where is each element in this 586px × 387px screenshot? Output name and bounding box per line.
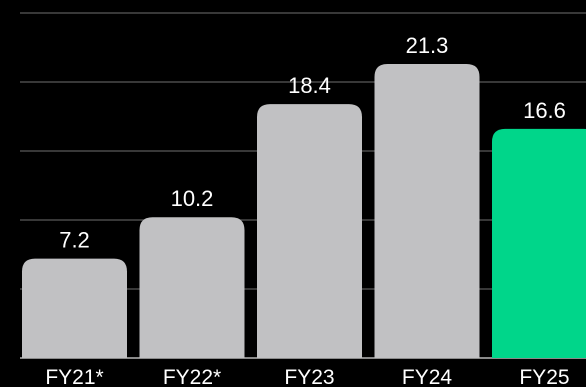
x-tick-label: FY21* [45,366,103,387]
bar-fy23 [257,104,362,358]
x-tick-label: FY23 [284,366,334,387]
bar-fy25 [492,128,586,358]
data-label-layer: 7.2 10.2 18.4 21.3 16.6 [59,33,566,253]
data-label: 21.3 [406,33,449,58]
bar-fy24 [374,64,480,358]
bar-fy22 [139,217,245,358]
x-tick-label: FY24 [402,366,453,387]
bar-fy21 [22,258,127,358]
data-label: 7.2 [59,228,90,253]
x-tick-label: FY25 [519,366,569,387]
x-tick-layer: FY21* FY22* FY23 FY24 FY25 [45,366,569,387]
data-label: 16.6 [523,98,566,123]
bar-layer [22,64,586,358]
x-tick-label: FY22* [163,366,221,387]
data-label: 18.4 [288,73,331,98]
data-label: 10.2 [171,186,214,211]
